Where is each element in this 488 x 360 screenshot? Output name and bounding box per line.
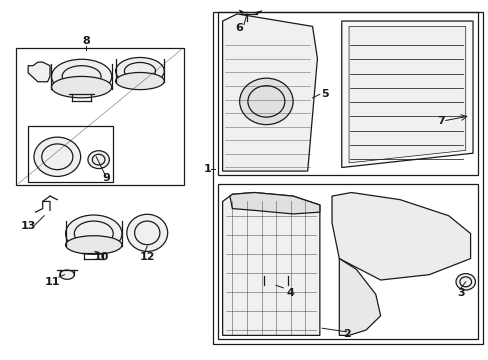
Text: 9: 9 — [102, 173, 110, 183]
Text: 13: 13 — [20, 221, 36, 231]
Text: 11: 11 — [44, 277, 60, 287]
Ellipse shape — [264, 281, 287, 290]
Ellipse shape — [126, 214, 167, 251]
Bar — [28, 126, 113, 182]
Polygon shape — [339, 258, 380, 336]
Ellipse shape — [65, 236, 122, 254]
Text: 12: 12 — [139, 252, 155, 262]
Bar — [217, 12, 477, 175]
Polygon shape — [222, 193, 319, 336]
Polygon shape — [341, 21, 472, 167]
Ellipse shape — [65, 215, 122, 252]
Text: 7: 7 — [437, 116, 445, 126]
Text: 2: 2 — [342, 329, 350, 339]
Ellipse shape — [88, 151, 109, 168]
Polygon shape — [28, 62, 50, 82]
Text: 3: 3 — [456, 288, 464, 297]
Ellipse shape — [116, 72, 164, 90]
Ellipse shape — [51, 59, 112, 94]
Text: 10: 10 — [93, 252, 108, 262]
Polygon shape — [229, 193, 319, 214]
Text: 5: 5 — [320, 89, 328, 99]
Ellipse shape — [116, 58, 164, 85]
Polygon shape — [331, 193, 469, 280]
Polygon shape — [222, 14, 317, 171]
Text: 1: 1 — [204, 164, 211, 174]
Ellipse shape — [60, 270, 74, 279]
Bar — [217, 184, 477, 339]
Bar — [212, 12, 482, 344]
Ellipse shape — [239, 78, 292, 125]
Polygon shape — [348, 26, 465, 163]
Ellipse shape — [51, 76, 112, 98]
Ellipse shape — [264, 274, 287, 287]
Ellipse shape — [455, 274, 474, 290]
Text: 4: 4 — [286, 288, 294, 297]
Bar — [16, 48, 183, 185]
Text: 6: 6 — [235, 23, 243, 33]
Text: 8: 8 — [82, 36, 90, 46]
Ellipse shape — [34, 137, 81, 176]
